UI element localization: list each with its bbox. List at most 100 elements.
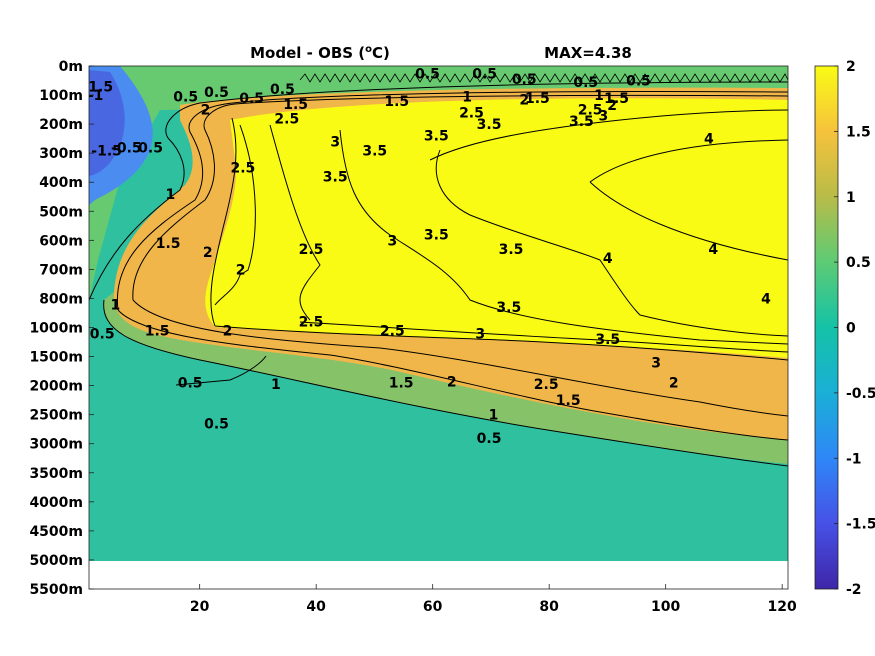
y-tick-label: 2500m — [29, 408, 83, 424]
contour-label: 2.5 — [380, 323, 405, 339]
contour-label: 2 — [223, 323, 233, 339]
y-tick-label: 4000m — [29, 495, 83, 511]
contour-label: 2.5 — [274, 111, 299, 127]
y-tick-label: 5000m — [29, 553, 83, 569]
x-axis: 20 40 60 80 100 120 — [190, 584, 797, 615]
contour-label: 1 — [111, 297, 121, 313]
contour-label: 3.5 — [362, 143, 387, 159]
contour-label: 2.5 — [534, 377, 559, 393]
y-tick-label: 5500m — [29, 582, 83, 598]
contour-1-deep — [117, 309, 788, 441]
contour-label: 0.5 — [204, 85, 229, 101]
contour-label: -1.5 — [91, 143, 122, 159]
contour-label: 3 — [387, 233, 397, 249]
y-tick-label: 700m — [39, 262, 83, 278]
y-tick-label: 500m — [39, 204, 83, 220]
contour-label: 0.5 — [573, 75, 598, 91]
contour-label: 0.5 — [512, 72, 537, 88]
contour-label: -1 — [88, 88, 104, 104]
y-tick-label: 400m — [39, 175, 83, 191]
contour-3.5-upper — [429, 109, 788, 161]
contour-label: 0.5 — [239, 91, 264, 107]
contour-label: 2.5 — [299, 315, 324, 331]
contour-label: 2 — [236, 262, 246, 278]
colorbar-tick-label: 1 — [846, 190, 856, 206]
contour-label: -0.5 — [111, 140, 142, 156]
colorbar-tick-label: 0.5 — [846, 255, 871, 271]
cold-anomaly-core — [89, 70, 125, 176]
contour-2.5-deep — [299, 321, 788, 353]
yellow-core — [205, 98, 788, 359]
contour-label: 0.5 — [178, 376, 203, 392]
contour-1-outer — [116, 91, 788, 311]
contour-label: 1.5 — [384, 94, 409, 110]
contour-label: 3.5 — [424, 129, 449, 145]
contour-label: 4 — [704, 132, 714, 148]
contour-label: 4 — [603, 251, 613, 267]
y-tick-label: 3500m — [29, 466, 83, 482]
contour-label: 3.5 — [477, 117, 502, 133]
colorbar-tick-label: 1.5 — [846, 124, 871, 140]
colorbar-ticks: 2 1.5 1 0.5 0 -0.5 -1 -1.5 -2 — [834, 59, 875, 598]
y-axis: 0m 100m 200m 300m 400m 500m 600m 700m 800m 1000m 1… — [29, 59, 94, 598]
contour-label: -1.5 — [82, 79, 113, 95]
x-tick-label: 20 — [190, 599, 210, 615]
contour-label: 1.5 — [156, 236, 181, 252]
contour-label: 1.5 — [145, 323, 170, 339]
surface-zigzag — [299, 73, 788, 83]
contour-label: 3.5 — [569, 114, 594, 130]
contour-label: 0.5 — [477, 431, 502, 447]
contour-2.5-west — [269, 124, 321, 321]
contour-label: 3 — [330, 135, 340, 151]
contour-label: 4 — [708, 242, 718, 258]
contour-label: 4 — [761, 291, 771, 307]
x-tick-label: 120 — [768, 599, 797, 615]
contour-label: 2.5 — [230, 161, 255, 177]
contour-0.5-deep — [103, 299, 788, 467]
contour-3 — [339, 129, 788, 345]
y-tick-label: 3000m — [29, 437, 83, 453]
contour-label: 0.5 — [415, 66, 440, 82]
contour-label: 1 — [462, 90, 472, 106]
contour-1.5 — [132, 94, 788, 417]
y-tick-label: 2000m — [29, 379, 83, 395]
colorbar-tick-label: -1.5 — [846, 517, 875, 533]
contour-label: 1 — [165, 187, 175, 203]
contour-label: 3 — [475, 326, 485, 342]
contour-label: 3.5 — [496, 300, 521, 316]
y-tick-label: 600m — [39, 233, 83, 249]
contour-labels: 0.511.50.5 11.510.522 2.51.5 2 2.53 3.5321.51… — [82, 66, 771, 447]
contour-label: 1.5 — [283, 97, 308, 113]
contour-label: 3.5 — [595, 332, 620, 348]
contour-label: 1 — [489, 408, 499, 424]
colorbar-tick-label: 2 — [846, 59, 856, 75]
colorbar-tick-label: -0.5 — [846, 386, 875, 402]
contour-label: 2 — [201, 103, 211, 119]
contour-label: 0.5 — [138, 140, 163, 156]
colorbar-tick-label: -1 — [846, 451, 862, 467]
y-tick-label: 300m — [39, 146, 83, 162]
contour-label: 1.5 — [389, 376, 414, 392]
y-tick-label: 4500m — [29, 524, 83, 540]
x-tick-label: 40 — [306, 599, 326, 615]
x-tick-label: 60 — [423, 599, 443, 615]
contour-label: 1.5 — [604, 91, 629, 107]
contour-label: 2 — [519, 92, 529, 108]
chart-title: Model - OBS (oC) — [250, 44, 390, 62]
y-tick-label: 800m — [39, 291, 83, 307]
contour-label: 3.5 — [424, 228, 449, 244]
contour-label: 3.5 — [499, 242, 524, 258]
contour-label: 2.5 — [459, 105, 484, 121]
y-tick-label: 200m — [39, 117, 83, 133]
contour-label: 2.5 — [578, 103, 603, 119]
y-tick-label: 100m — [39, 88, 83, 104]
contour-label: 0.5 — [626, 74, 651, 90]
colorbar-tick-label: 0 — [846, 321, 856, 337]
x-tick-label: 100 — [651, 599, 680, 615]
contour-label: 2 — [669, 376, 679, 392]
contour-label: 2 — [607, 98, 617, 114]
contour-label: 1.5 — [525, 91, 550, 107]
x-tick-label: 80 — [539, 599, 559, 615]
y-tick-label: 1500m — [29, 350, 83, 366]
